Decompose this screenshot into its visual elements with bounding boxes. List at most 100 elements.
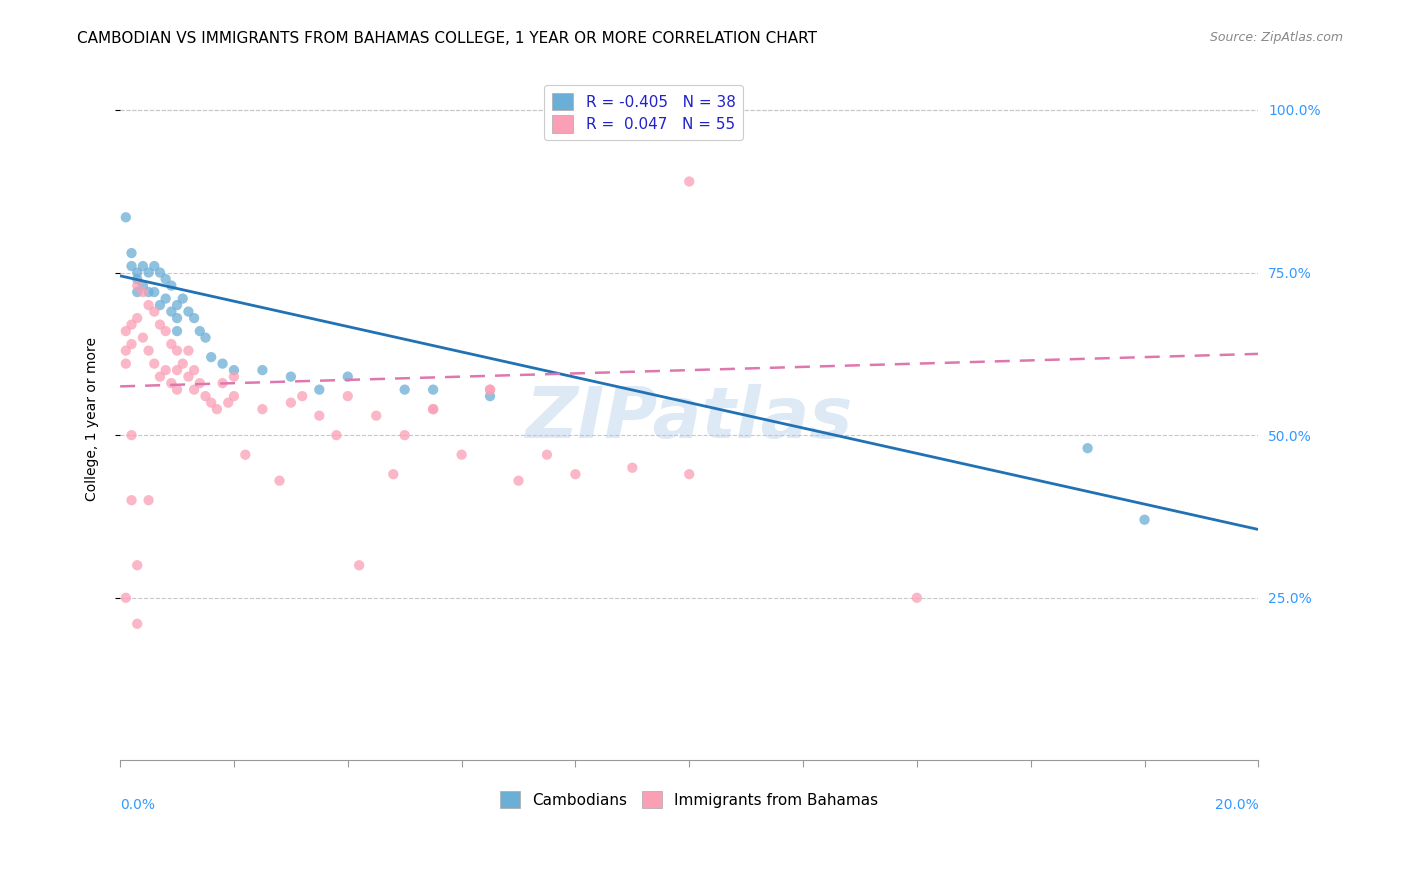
Point <box>479 383 502 397</box>
Point <box>200 350 222 364</box>
Point <box>188 376 211 391</box>
Point <box>222 369 245 384</box>
Point <box>155 292 177 306</box>
Point <box>211 376 233 391</box>
Point <box>194 330 217 344</box>
Point <box>564 467 586 482</box>
Point <box>143 357 166 371</box>
Point <box>1077 441 1099 455</box>
Text: CAMBODIAN VS IMMIGRANTS FROM BAHAMAS COLLEGE, 1 YEAR OR MORE CORRELATION CHART: CAMBODIAN VS IMMIGRANTS FROM BAHAMAS COL… <box>77 31 817 46</box>
Point <box>127 272 149 286</box>
Point <box>143 304 166 318</box>
Point <box>188 324 211 338</box>
Text: 0.0%: 0.0% <box>120 798 155 812</box>
Point <box>177 343 200 358</box>
Point <box>155 324 177 338</box>
Point <box>621 460 644 475</box>
Text: Source: ZipAtlas.com: Source: ZipAtlas.com <box>1209 31 1343 45</box>
Point <box>308 383 330 397</box>
Point <box>450 448 472 462</box>
Point <box>1133 513 1156 527</box>
Point <box>138 298 160 312</box>
Point <box>138 343 160 358</box>
Point <box>508 474 530 488</box>
Point <box>138 266 160 280</box>
Point <box>217 395 239 409</box>
Point <box>160 304 183 318</box>
Point <box>127 266 149 280</box>
Point <box>160 337 183 351</box>
Point <box>336 389 359 403</box>
Point <box>166 383 188 397</box>
Point <box>143 259 166 273</box>
Point <box>382 467 405 482</box>
Point <box>149 369 172 384</box>
Point <box>172 357 194 371</box>
Point <box>121 318 143 332</box>
Point <box>114 324 136 338</box>
Point <box>114 357 136 371</box>
Point <box>222 389 245 403</box>
Point <box>308 409 330 423</box>
Point <box>222 363 245 377</box>
Point <box>149 298 172 312</box>
Point <box>172 292 194 306</box>
Point <box>347 558 370 573</box>
Point <box>479 383 502 397</box>
Point <box>479 389 502 403</box>
Point <box>121 259 143 273</box>
Point <box>127 278 149 293</box>
Point <box>366 409 388 423</box>
Point <box>205 402 228 417</box>
Point <box>422 402 444 417</box>
Point <box>121 428 143 442</box>
Point <box>149 318 172 332</box>
Point <box>422 383 444 397</box>
Point <box>394 428 416 442</box>
Text: ZIPatlas: ZIPatlas <box>526 384 853 453</box>
Point <box>155 363 177 377</box>
Point <box>166 363 188 377</box>
Point <box>132 259 155 273</box>
Point <box>177 369 200 384</box>
Point <box>233 448 256 462</box>
Point <box>183 311 205 326</box>
Point <box>121 337 143 351</box>
Point <box>127 558 149 573</box>
Point <box>252 402 274 417</box>
Point <box>678 467 700 482</box>
Point <box>177 304 200 318</box>
Point <box>325 428 347 442</box>
Y-axis label: College, 1 year or more: College, 1 year or more <box>86 337 100 501</box>
Point <box>166 298 188 312</box>
Point <box>132 278 155 293</box>
Point <box>280 395 302 409</box>
Point <box>678 174 700 188</box>
Point <box>121 493 143 508</box>
Point <box>166 343 188 358</box>
Point <box>536 448 558 462</box>
Point <box>127 616 149 631</box>
Point <box>394 383 416 397</box>
Point <box>114 211 136 225</box>
Point <box>280 369 302 384</box>
Point <box>905 591 928 605</box>
Point <box>160 376 183 391</box>
Point <box>194 389 217 403</box>
Point <box>422 402 444 417</box>
Point <box>121 246 143 260</box>
Point <box>166 324 188 338</box>
Point <box>291 389 314 403</box>
Point <box>336 369 359 384</box>
Point <box>166 311 188 326</box>
Point <box>138 285 160 299</box>
Point <box>269 474 291 488</box>
Point <box>160 278 183 293</box>
Point <box>138 493 160 508</box>
Point <box>114 591 136 605</box>
Point <box>155 272 177 286</box>
Point <box>132 330 155 344</box>
Legend: Cambodians, Immigrants from Bahamas: Cambodians, Immigrants from Bahamas <box>494 785 884 814</box>
Point <box>114 343 136 358</box>
Point <box>200 395 222 409</box>
